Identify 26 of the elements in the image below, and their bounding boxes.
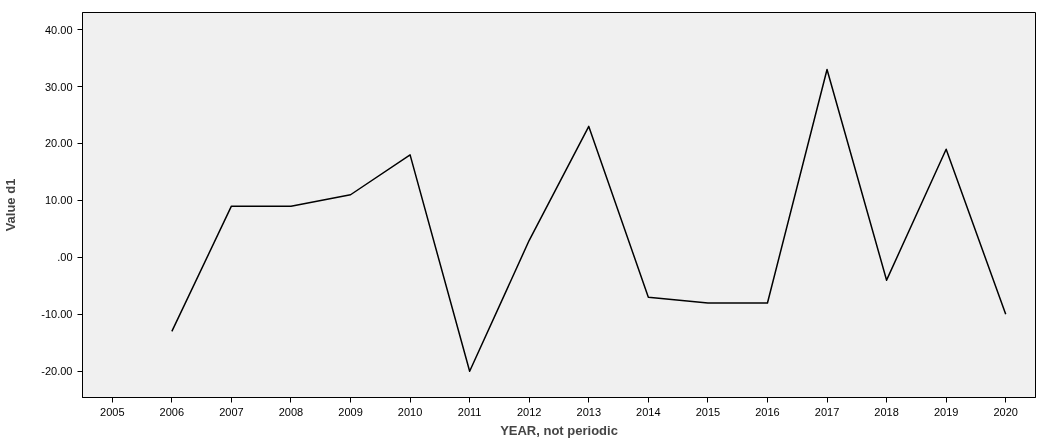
x-tick-label: 2019 (933, 405, 959, 418)
y-tick-label: 20.00 (44, 137, 73, 150)
x-tick-label: 2006 (159, 405, 185, 418)
x-tick-label: 2020 (993, 405, 1018, 418)
x-tick-label: 2018 (874, 405, 899, 418)
x-tick-label: 2011 (457, 405, 482, 418)
x-tick-label: 2010 (397, 405, 423, 418)
y-tick-label: -10.00 (41, 308, 73, 321)
y-tick-label: 30.00 (44, 80, 73, 93)
x-tick-label: 2014 (636, 405, 661, 418)
y-tick-label: 10.00 (44, 194, 73, 207)
y-tick-label: 40.00 (44, 23, 73, 36)
line-series (171, 68, 1007, 373)
x-tick-label: 2012 (516, 405, 542, 418)
x-tick-label: 2009 (338, 405, 363, 418)
x-axis-title: YEAR, not periodic (500, 422, 618, 438)
x-tick-label: 2013 (576, 405, 602, 418)
x-tick-label: 2017 (814, 405, 840, 418)
y-tick-label: -20.00 (41, 365, 73, 378)
x-tick-label: 2007 (219, 405, 244, 418)
x-tick-label: 2008 (278, 405, 304, 418)
x-tick-label: 2015 (695, 405, 721, 418)
y-tick-label: .00 (57, 251, 73, 264)
x-tick-label: 2016 (755, 405, 780, 418)
x-tick-label: 2005 (100, 405, 125, 418)
y-axis-title: Value d1 (3, 178, 19, 232)
